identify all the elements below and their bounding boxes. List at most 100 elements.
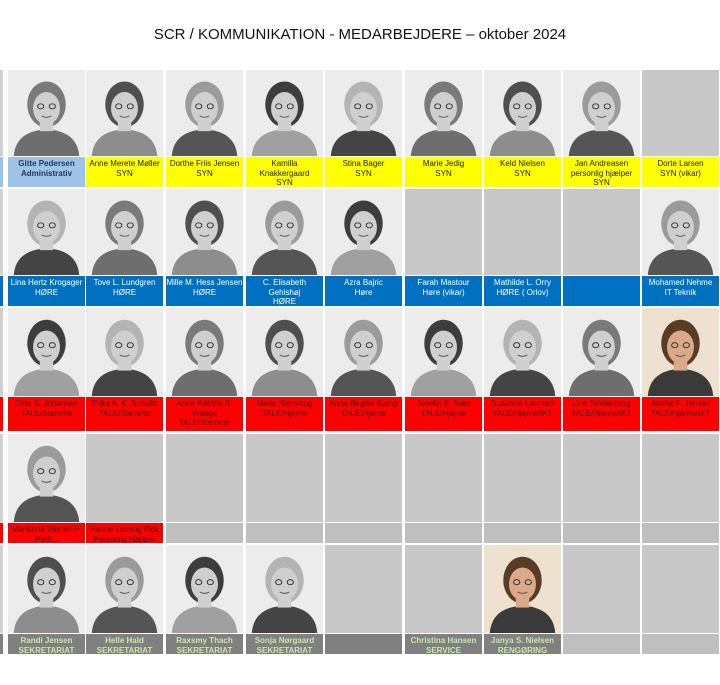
staff-photo bbox=[8, 70, 85, 156]
staff-photo bbox=[563, 70, 640, 156]
staff-role: SEKRETARIAT bbox=[256, 645, 313, 655]
staff-photo bbox=[246, 308, 323, 396]
staff-card: Hanne Lemvig Pick Personlig hjælper bbox=[86, 434, 163, 543]
staff-photo bbox=[642, 308, 719, 396]
staff-role: TALE/Stemme bbox=[98, 408, 151, 418]
staff-label: Mathilde L. Orry HØRE ( Orlov) bbox=[484, 276, 561, 306]
staff-card: C. Elisabeth Gehlshøj HØRE bbox=[246, 189, 323, 306]
staff-card bbox=[484, 434, 561, 543]
staff-name: Anne Merete Møller bbox=[89, 159, 160, 168]
staff-label bbox=[563, 523, 640, 543]
cropped-column-photo bbox=[0, 545, 3, 633]
staff-name: Hanne Lemvig Pick bbox=[90, 525, 159, 534]
staff-role: TALE/Hjerne/IKT bbox=[650, 408, 711, 418]
staff-role: HØRE ( Orlov) bbox=[496, 287, 549, 297]
staff-photo bbox=[484, 308, 561, 396]
staff-name: C. Elisabeth Gehlshøj bbox=[262, 278, 307, 297]
staff-label: Jan Andreasen personlig hjælper SYN bbox=[563, 157, 640, 187]
staff-card: Dorthe Friis Jensen SYN bbox=[166, 70, 243, 187]
staff-photo bbox=[8, 545, 85, 633]
cropped-column-photo bbox=[0, 308, 3, 396]
photo-placeholder bbox=[405, 434, 482, 522]
staff-card: Farah Mastour Høre (vikar) bbox=[405, 189, 482, 306]
staff-role: personlig hjælper SYN bbox=[570, 168, 633, 188]
staff-card bbox=[642, 434, 719, 543]
staff-role: SEKRETARIAT bbox=[18, 645, 75, 655]
staff-card: Marie Jedig SYN bbox=[405, 70, 482, 187]
staff-card bbox=[563, 434, 640, 543]
staff-label: Anna Katrine S. Vraage TALE/Stemme bbox=[166, 397, 243, 431]
staff-role: SYN bbox=[116, 168, 133, 178]
staff-photo bbox=[484, 545, 561, 633]
staff-role: Personlig hjælper bbox=[93, 534, 156, 544]
staff-label bbox=[325, 523, 402, 543]
staff-role: SEKRETARIAT bbox=[96, 645, 153, 655]
staff-card bbox=[405, 434, 482, 543]
staff-card: Janya S. Nielsen RENGØRING bbox=[484, 545, 561, 654]
staff-name: Mille M. Hess Jensen bbox=[166, 278, 243, 287]
staff-name: Helle Hald bbox=[105, 636, 144, 645]
cropped-column-photo bbox=[0, 434, 3, 522]
staff-name: Christina Hansen bbox=[410, 636, 477, 645]
staff-role: HØRE bbox=[272, 297, 297, 306]
staff-card: Josefin E. Næs TALE/Hjerne bbox=[405, 308, 482, 431]
staff-card: Line Stoltenberg TALE/Hjerne/IKT bbox=[563, 308, 640, 431]
staff-label bbox=[642, 523, 719, 543]
staff-card: Christina Hansen SERVICE bbox=[405, 545, 482, 654]
staff-label bbox=[166, 523, 243, 543]
staff-card: Mohamed Nehme IT Teknik bbox=[642, 189, 719, 306]
staff-photo bbox=[86, 70, 163, 156]
staff-role: SYN bbox=[355, 168, 372, 178]
photo-placeholder bbox=[325, 434, 402, 522]
staff-name: Anne Birgitte Kamp bbox=[329, 399, 398, 408]
staff-label: Farah Mastour Høre (vikar) bbox=[405, 276, 482, 306]
staff-card: Anna Katrine S. Vraage TALE/Stemme bbox=[166, 308, 243, 431]
staff-role: Administrativ bbox=[20, 168, 73, 178]
staff-role: RENGØRING bbox=[497, 645, 548, 655]
staff-name: Mathilde L. Orry bbox=[494, 278, 551, 287]
staff-name: Sonja Nørgaard bbox=[254, 636, 315, 645]
staff-card: Tove L. Lundgren HØRE bbox=[86, 189, 163, 306]
photo-placeholder bbox=[563, 434, 640, 522]
staff-name: Anna Katrine S. Vraage bbox=[176, 399, 233, 418]
staff-photo bbox=[642, 189, 719, 275]
staff-name: Keld Nielsen bbox=[500, 159, 545, 168]
staff-card: Raxsmy Thach SEKRETARIAT bbox=[166, 545, 243, 654]
staff-name: Mohamed Nehme bbox=[648, 278, 713, 287]
staff-photo bbox=[405, 308, 482, 396]
staff-name: Randi Jensen bbox=[20, 636, 73, 645]
staff-label: Anne Birgitte Kamp TALE/Hjerne bbox=[325, 397, 402, 431]
staff-label: Line Stoltenberg TALE/Hjerne/IKT bbox=[563, 397, 640, 431]
staff-photo bbox=[246, 545, 323, 633]
cropped-column-label bbox=[0, 397, 3, 431]
staff-photo bbox=[484, 70, 561, 156]
staff-card: Helle Hald SEKRETARIAT bbox=[86, 545, 163, 654]
staff-label: Janya S. Nielsen RENGØRING bbox=[484, 634, 561, 654]
staff-card: Randi Jensen SEKRETARIAT bbox=[8, 545, 85, 654]
staff-label bbox=[563, 276, 640, 306]
staff-photo bbox=[8, 434, 85, 522]
staff-card: Maria Stenvang TALE/Hjerne bbox=[246, 308, 323, 431]
staff-card: Anne Birgitte Kamp TALE/Hjerne bbox=[325, 308, 402, 431]
staff-card bbox=[246, 434, 323, 543]
staff-label: Sonja Nørgaard SEKRETARIAT bbox=[246, 634, 323, 654]
staff-name: Lina Hertz Krogager bbox=[10, 278, 83, 287]
staff-card: Ditte S. Johansen TALE/Stemme bbox=[8, 308, 85, 431]
staff-role: TALE/Stemme bbox=[178, 418, 231, 427]
staff-label: Dorthe Friis Jensen SYN bbox=[166, 157, 243, 187]
staff-card: Stina Bager SYN bbox=[325, 70, 402, 187]
staff-card: Gitte Pedersen Administrativ bbox=[8, 70, 85, 187]
photo-placeholder bbox=[405, 545, 482, 633]
staff-role: TALE/Hjerne bbox=[340, 408, 387, 418]
staff-name: Gitte Pedersen bbox=[18, 159, 75, 168]
staff-name: Line Stoltenberg bbox=[572, 399, 631, 408]
staff-card bbox=[166, 434, 243, 543]
staff-name: Marie Jedig bbox=[422, 159, 465, 168]
staff-card: Lina Hertz Krogager HØRE bbox=[8, 189, 85, 306]
staff-photo bbox=[325, 70, 402, 156]
staff-role: SYN bbox=[435, 168, 452, 178]
staff-name: Josefin E. Næs bbox=[416, 399, 471, 408]
staff-name: Dorthe Friis Jensen bbox=[169, 159, 240, 168]
cropped-column-photo bbox=[0, 70, 3, 156]
